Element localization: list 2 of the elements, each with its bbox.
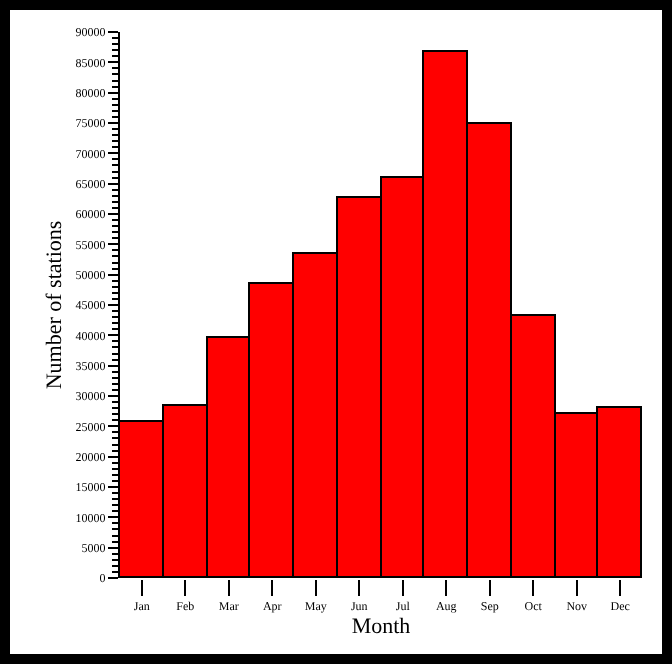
x-axis-title: Month (351, 614, 412, 639)
y-axis-title: Number of stations (42, 220, 67, 390)
